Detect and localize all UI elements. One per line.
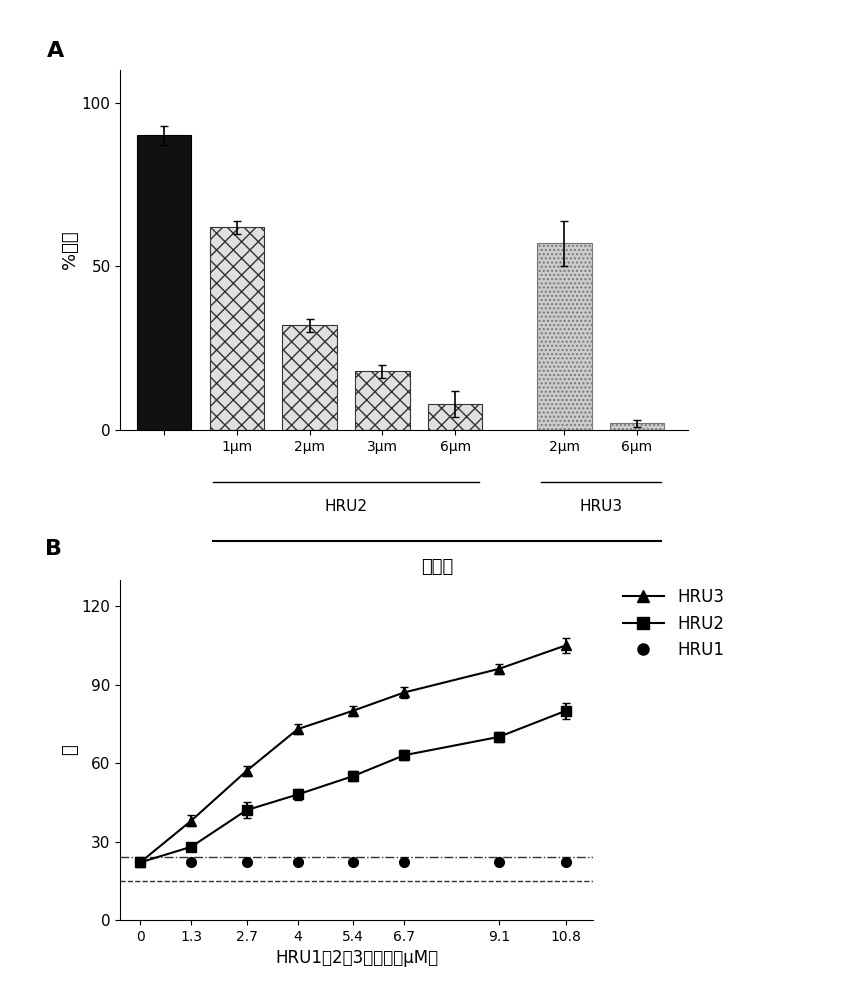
Y-axis label: %聚集: %聚集 xyxy=(61,231,79,269)
X-axis label: HRU1、2或3的浓度（μM）: HRU1、2或3的浓度（μM） xyxy=(275,949,439,967)
Text: B: B xyxy=(45,539,62,559)
Bar xyxy=(537,243,592,430)
Text: 凝血酶: 凝血酶 xyxy=(421,558,453,576)
Bar xyxy=(210,227,264,430)
Text: A: A xyxy=(46,41,64,61)
Text: HRU3: HRU3 xyxy=(579,499,623,514)
Text: HRU2: HRU2 xyxy=(324,499,367,514)
Y-axis label: 秒: 秒 xyxy=(61,745,79,755)
Legend: HRU3, HRU2, HRU1: HRU3, HRU2, HRU1 xyxy=(616,582,731,666)
Bar xyxy=(282,325,337,430)
Bar xyxy=(355,371,409,430)
Bar xyxy=(137,135,192,430)
Bar xyxy=(428,404,482,430)
Bar xyxy=(610,423,665,430)
